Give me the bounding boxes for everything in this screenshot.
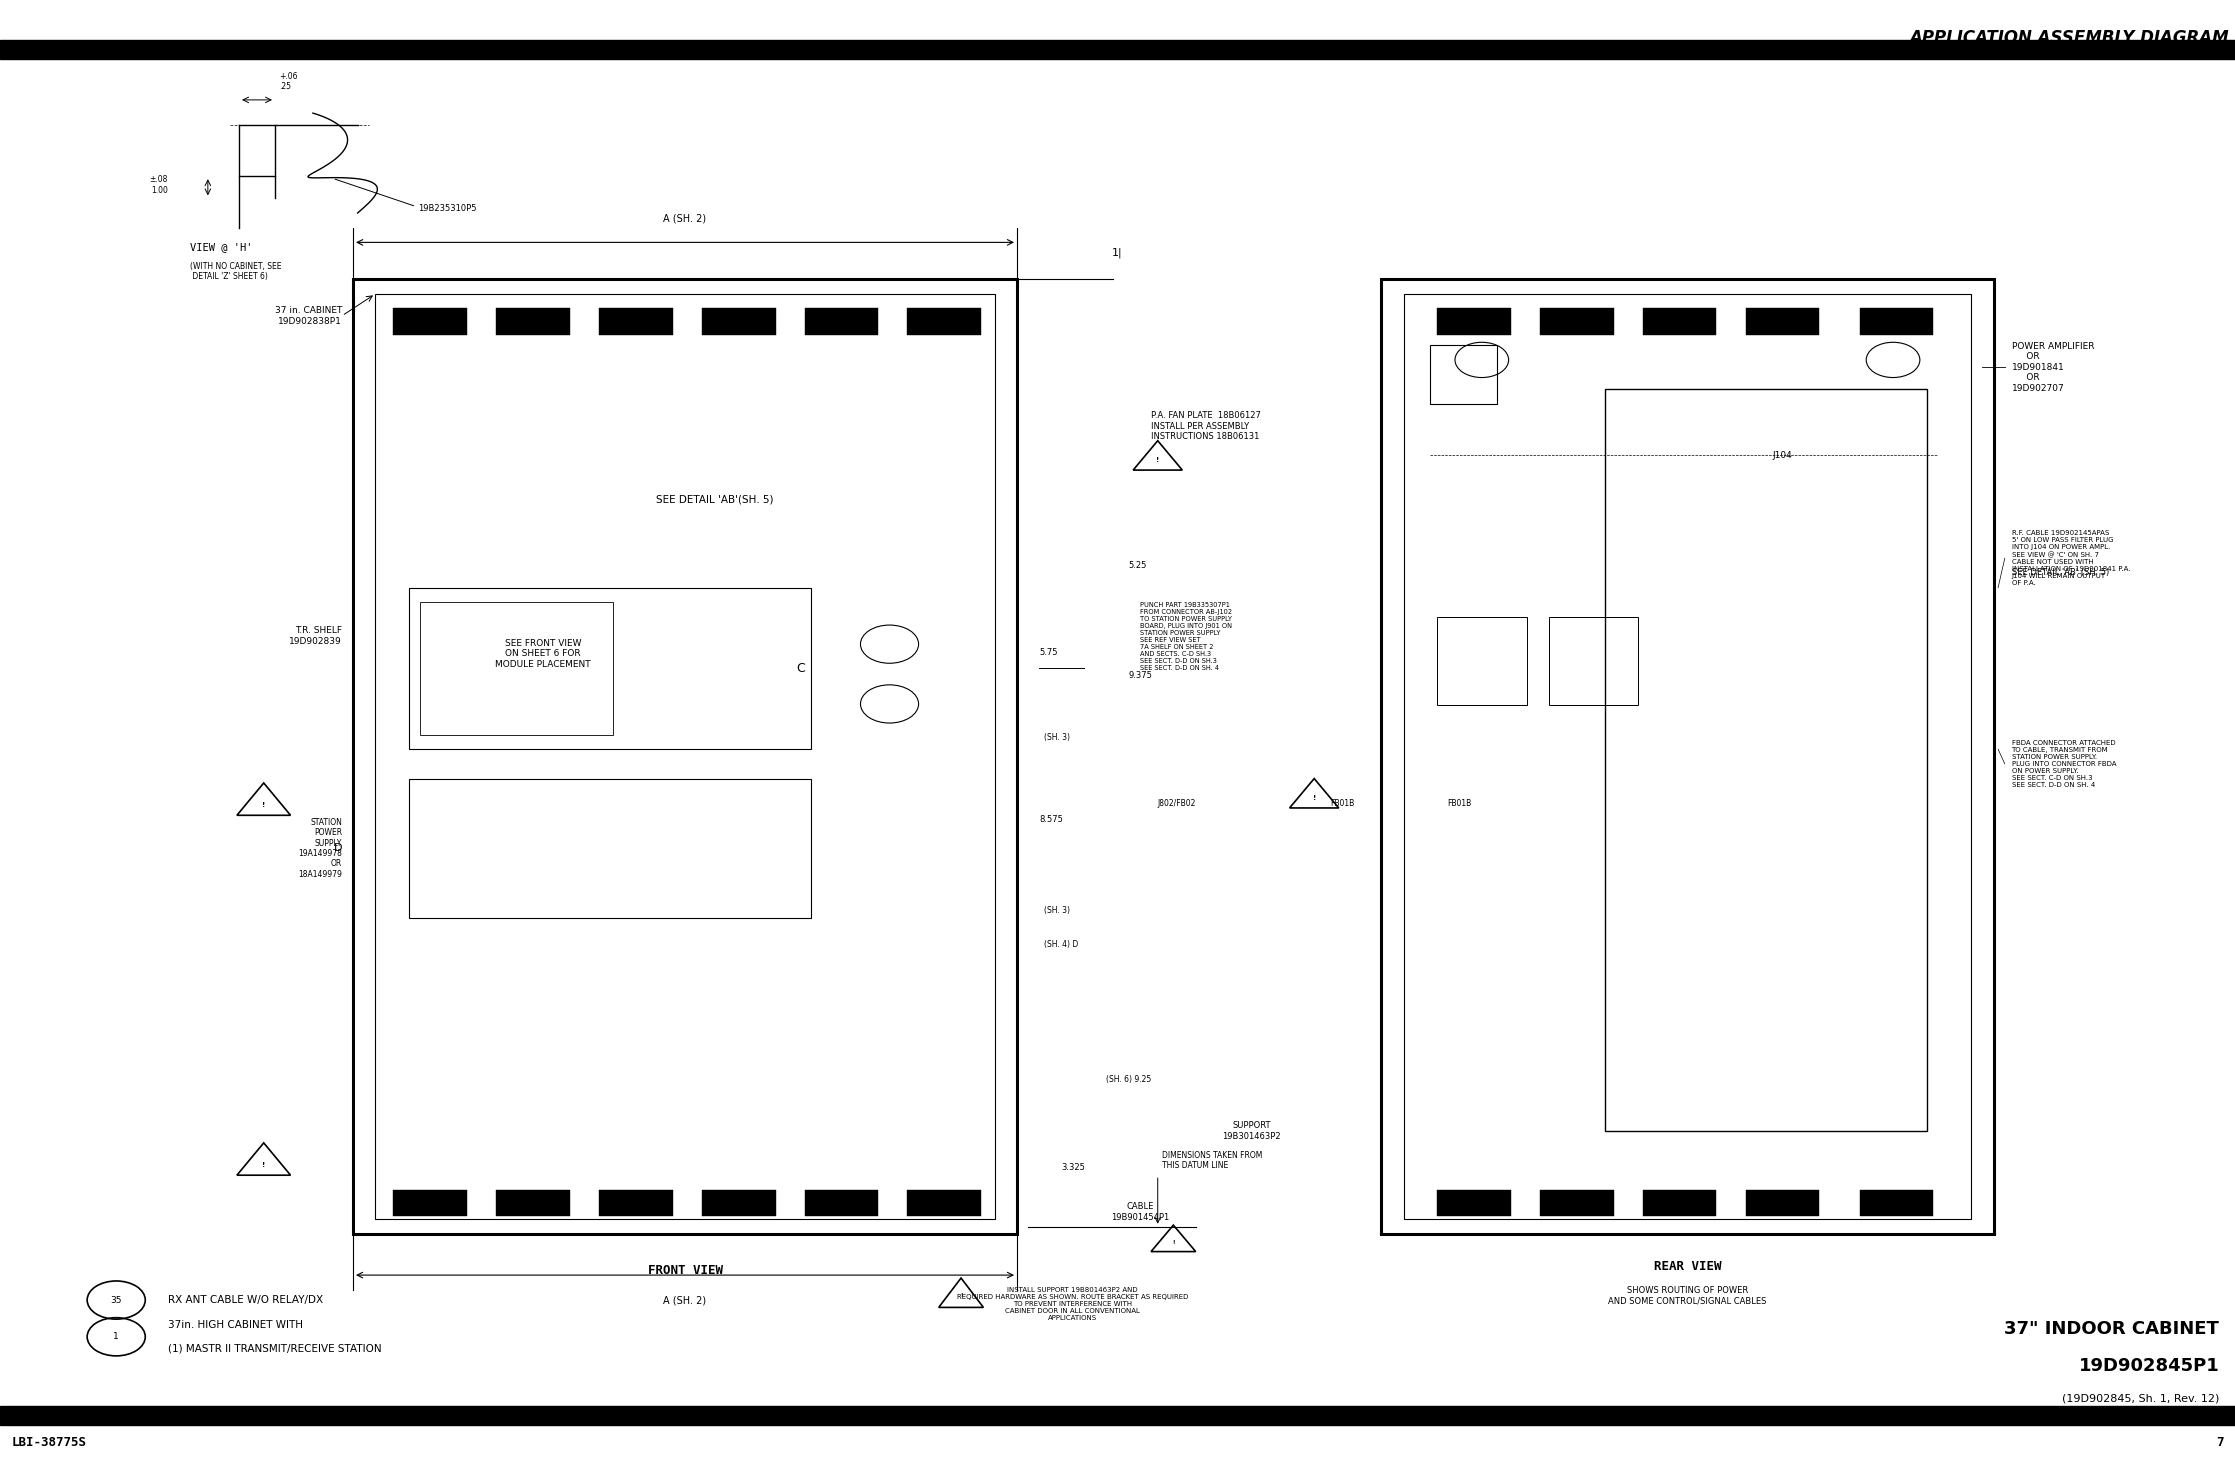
Text: 19B235310P5: 19B235310P5 xyxy=(418,204,476,213)
Text: STATION
POWER
SUPPLY
19A149978
OR
18A149979: STATION POWER SUPPLY 19A149978 OR 18A149… xyxy=(297,818,342,878)
Text: SEE FRONT VIEW
ON SHEET 6 FOR
MODULE PLACEMENT: SEE FRONT VIEW ON SHEET 6 FOR MODULE PLA… xyxy=(496,639,590,668)
Bar xyxy=(1430,345,1497,404)
Bar xyxy=(1643,1190,1716,1216)
Text: (WITH NO CABINET, SEE
 DETAIL 'Z' SHEET 6): (WITH NO CABINET, SEE DETAIL 'Z' SHEET 6… xyxy=(190,261,282,282)
Bar xyxy=(1746,308,1819,335)
Text: !: ! xyxy=(1312,795,1316,801)
Bar xyxy=(1381,279,1994,1234)
Text: CABLE
19B901454P1: CABLE 19B901454P1 xyxy=(1111,1202,1169,1222)
Text: SEE DETAIL 'AB'(SH. 5): SEE DETAIL 'AB'(SH. 5) xyxy=(657,495,773,504)
Bar xyxy=(1437,308,1511,335)
Text: FB01B: FB01B xyxy=(1330,799,1354,808)
Text: 7: 7 xyxy=(2217,1437,2224,1448)
Text: 5.75: 5.75 xyxy=(1039,648,1057,657)
Text: SEE DETAIL 'AB' (SH. 5): SEE DETAIL 'AB' (SH. 5) xyxy=(2012,569,2110,577)
Bar xyxy=(393,1190,467,1216)
Bar xyxy=(375,294,995,1219)
Bar xyxy=(353,279,1017,1234)
Bar xyxy=(1404,294,1971,1219)
Text: 5.25: 5.25 xyxy=(1129,561,1147,570)
Text: 1|: 1| xyxy=(1113,247,1122,259)
Text: 35: 35 xyxy=(110,1296,123,1304)
Text: 19D902845P1: 19D902845P1 xyxy=(2079,1357,2219,1375)
Bar xyxy=(1540,308,1614,335)
Text: !: ! xyxy=(261,802,266,808)
Text: SHOWS ROUTING OF POWER
AND SOME CONTROL/SIGNAL CABLES: SHOWS ROUTING OF POWER AND SOME CONTROL/… xyxy=(1609,1285,1766,1306)
Text: FB01B: FB01B xyxy=(1448,799,1471,808)
Text: A (SH. 2): A (SH. 2) xyxy=(664,213,706,223)
Text: D: D xyxy=(333,843,342,853)
Bar xyxy=(0,40,2235,59)
Bar xyxy=(409,779,811,918)
Bar xyxy=(1605,389,1927,1131)
Text: 1: 1 xyxy=(114,1332,118,1341)
Text: C: C xyxy=(796,663,805,674)
Text: DIMENSIONS TAKEN FROM
THIS DATUM LINE: DIMENSIONS TAKEN FROM THIS DATUM LINE xyxy=(1162,1150,1263,1171)
Text: (19D902845, Sh. 1, Rev. 12): (19D902845, Sh. 1, Rev. 12) xyxy=(2063,1394,2219,1403)
Bar xyxy=(420,602,612,734)
Text: FBDA CONNECTOR ATTACHED
TO CABLE, TRANSMIT FROM
STATION POWER SUPPLY.
PLUG INTO : FBDA CONNECTOR ATTACHED TO CABLE, TRANSM… xyxy=(2012,740,2117,787)
Text: T.R. SHELF
19D902839: T.R. SHELF 19D902839 xyxy=(288,626,342,646)
Text: 8.575: 8.575 xyxy=(1039,815,1064,824)
Text: REAR VIEW: REAR VIEW xyxy=(1654,1260,1721,1272)
Bar xyxy=(496,1190,570,1216)
Bar xyxy=(702,1190,776,1216)
Bar xyxy=(1860,308,1933,335)
Bar xyxy=(805,1190,878,1216)
Bar xyxy=(1437,1190,1511,1216)
Text: SUPPORT
19B301463P2: SUPPORT 19B301463P2 xyxy=(1223,1121,1281,1141)
Bar xyxy=(805,308,878,335)
Bar xyxy=(907,308,981,335)
Text: !: ! xyxy=(1155,457,1160,463)
Text: !: ! xyxy=(1171,1240,1176,1246)
Bar xyxy=(0,1406,2235,1425)
Text: POWER AMPLIFIER
     OR
19D901841
     OR
19D902707: POWER AMPLIFIER OR 19D901841 OR 19D90270… xyxy=(2012,342,2094,392)
Text: INSTALL SUPPORT 19B801463P2 AND
REQUIRED HARDWARE AS SHOWN. ROUTE BRACKET AS REQ: INSTALL SUPPORT 19B801463P2 AND REQUIRED… xyxy=(957,1287,1189,1322)
Text: A (SH. 2): A (SH. 2) xyxy=(664,1296,706,1306)
Bar xyxy=(599,1190,673,1216)
Bar xyxy=(409,588,811,749)
Bar xyxy=(496,308,570,335)
Bar xyxy=(1746,1190,1819,1216)
Text: J104: J104 xyxy=(1772,451,1792,460)
Text: APPLICATION ASSEMBLY DIAGRAM: APPLICATION ASSEMBLY DIAGRAM xyxy=(1909,29,2228,47)
Text: +.06
.25: +.06 .25 xyxy=(279,72,297,91)
Bar xyxy=(393,308,467,335)
Text: 9.375: 9.375 xyxy=(1129,671,1153,680)
Text: 37" INDOOR CABINET: 37" INDOOR CABINET xyxy=(2005,1321,2219,1338)
Text: ±.08
1.00: ±.08 1.00 xyxy=(150,175,168,195)
Text: PUNCH PART 19B335307P1
FROM CONNECTOR AB-J102
TO STATION POWER SUPPLY
BOARD, PLU: PUNCH PART 19B335307P1 FROM CONNECTOR AB… xyxy=(1140,602,1231,671)
Text: (SH. 3): (SH. 3) xyxy=(1044,733,1071,742)
Bar xyxy=(599,308,673,335)
Text: 37in. HIGH CABINET WITH: 37in. HIGH CABINET WITH xyxy=(168,1321,302,1329)
Text: P.A. FAN PLATE  18B06127
INSTALL PER ASSEMBLY
INSTRUCTIONS 18B06131: P.A. FAN PLATE 18B06127 INSTALL PER ASSE… xyxy=(1151,411,1261,441)
Text: 3.325: 3.325 xyxy=(1062,1163,1084,1172)
Bar xyxy=(1437,617,1527,705)
Text: (SH. 4) D: (SH. 4) D xyxy=(1044,940,1077,949)
Bar xyxy=(1549,617,1638,705)
Bar xyxy=(702,308,776,335)
Text: (SH. 3): (SH. 3) xyxy=(1044,906,1071,915)
Text: RX ANT CABLE W/O RELAY/DX: RX ANT CABLE W/O RELAY/DX xyxy=(168,1296,322,1304)
Bar xyxy=(1540,1190,1614,1216)
Text: VIEW @ 'H': VIEW @ 'H' xyxy=(190,242,253,251)
Bar xyxy=(1860,1190,1933,1216)
Text: !: ! xyxy=(959,1293,963,1299)
Text: FRONT VIEW: FRONT VIEW xyxy=(648,1265,722,1277)
Text: 37 in. CABINET
19D902838P1: 37 in. CABINET 19D902838P1 xyxy=(275,306,342,326)
Text: (SH. 6) 9.25: (SH. 6) 9.25 xyxy=(1106,1075,1151,1084)
Bar xyxy=(907,1190,981,1216)
Text: LBI-38775S: LBI-38775S xyxy=(11,1437,87,1448)
Text: (1) MASTR II TRANSMIT/RECEIVE STATION: (1) MASTR II TRANSMIT/RECEIVE STATION xyxy=(168,1344,382,1353)
Bar xyxy=(1643,308,1716,335)
Text: R.F. CABLE 19D902145APAS
5' ON LOW PASS FILTER PLUG
INTO J104 ON POWER AMPL.
SEE: R.F. CABLE 19D902145APAS 5' ON LOW PASS … xyxy=(2012,530,2130,586)
Text: J802/FB02: J802/FB02 xyxy=(1158,799,1196,808)
Text: !: ! xyxy=(261,1162,266,1168)
